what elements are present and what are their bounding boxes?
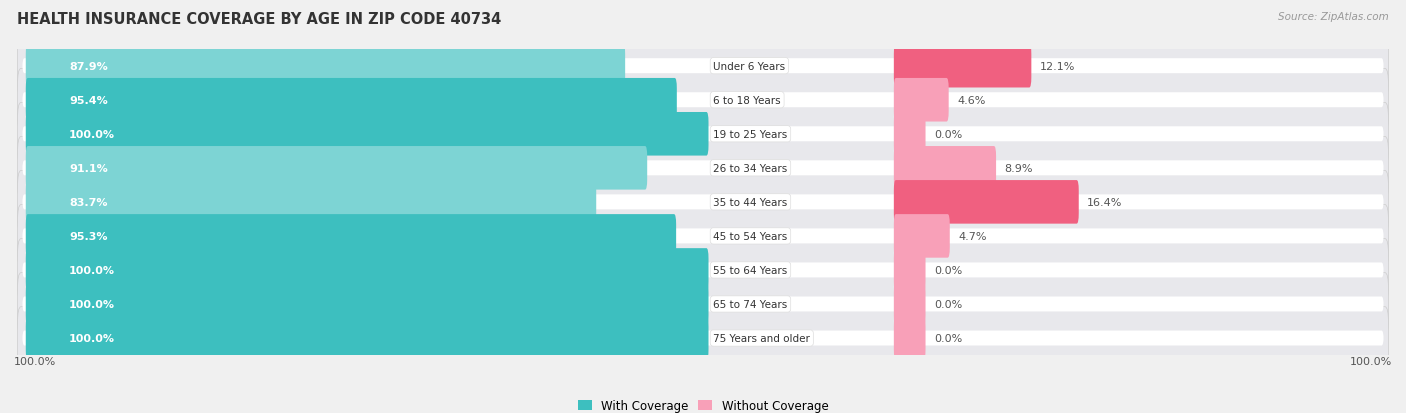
Text: 0.0%: 0.0%: [934, 299, 962, 309]
FancyBboxPatch shape: [894, 180, 1078, 224]
FancyBboxPatch shape: [25, 215, 676, 258]
FancyBboxPatch shape: [22, 331, 1384, 346]
FancyBboxPatch shape: [17, 171, 1389, 234]
FancyBboxPatch shape: [17, 205, 1389, 268]
Text: Under 6 Years: Under 6 Years: [713, 62, 786, 71]
FancyBboxPatch shape: [22, 195, 1384, 210]
Text: 0.0%: 0.0%: [934, 129, 962, 140]
Text: 0.0%: 0.0%: [934, 265, 962, 275]
FancyBboxPatch shape: [25, 45, 626, 88]
Text: 0.0%: 0.0%: [934, 333, 962, 343]
FancyBboxPatch shape: [894, 282, 925, 326]
FancyBboxPatch shape: [22, 59, 1384, 74]
Text: 45 to 54 Years: 45 to 54 Years: [713, 231, 787, 241]
Text: 100.0%: 100.0%: [69, 129, 115, 140]
Text: 100.0%: 100.0%: [69, 265, 115, 275]
Text: 19 to 25 Years: 19 to 25 Years: [713, 129, 787, 140]
Text: 95.4%: 95.4%: [69, 95, 108, 105]
Text: 65 to 74 Years: 65 to 74 Years: [713, 299, 787, 309]
FancyBboxPatch shape: [17, 103, 1389, 166]
FancyBboxPatch shape: [22, 263, 1384, 278]
FancyBboxPatch shape: [17, 35, 1389, 98]
Text: 91.1%: 91.1%: [69, 164, 108, 173]
FancyBboxPatch shape: [894, 215, 950, 258]
FancyBboxPatch shape: [22, 229, 1384, 244]
Text: 100.0%: 100.0%: [69, 333, 115, 343]
FancyBboxPatch shape: [894, 316, 925, 360]
FancyBboxPatch shape: [17, 137, 1389, 199]
FancyBboxPatch shape: [17, 307, 1389, 370]
FancyBboxPatch shape: [894, 45, 1032, 88]
Text: 16.4%: 16.4%: [1087, 197, 1122, 207]
Text: 87.9%: 87.9%: [69, 62, 108, 71]
FancyBboxPatch shape: [894, 113, 925, 156]
FancyBboxPatch shape: [894, 79, 949, 122]
Text: 95.3%: 95.3%: [69, 231, 108, 241]
FancyBboxPatch shape: [17, 69, 1389, 132]
FancyBboxPatch shape: [17, 239, 1389, 301]
Text: 75 Years and older: 75 Years and older: [713, 333, 810, 343]
Text: 26 to 34 Years: 26 to 34 Years: [713, 164, 787, 173]
Text: 83.7%: 83.7%: [69, 197, 108, 207]
FancyBboxPatch shape: [25, 113, 709, 156]
FancyBboxPatch shape: [894, 147, 995, 190]
FancyBboxPatch shape: [894, 249, 925, 292]
Text: 35 to 44 Years: 35 to 44 Years: [713, 197, 787, 207]
FancyBboxPatch shape: [22, 93, 1384, 108]
FancyBboxPatch shape: [22, 127, 1384, 142]
Text: 6 to 18 Years: 6 to 18 Years: [713, 95, 780, 105]
FancyBboxPatch shape: [25, 79, 676, 122]
FancyBboxPatch shape: [25, 316, 709, 360]
FancyBboxPatch shape: [25, 180, 596, 224]
FancyBboxPatch shape: [22, 297, 1384, 312]
Text: 55 to 64 Years: 55 to 64 Years: [713, 265, 787, 275]
Text: 12.1%: 12.1%: [1039, 62, 1076, 71]
FancyBboxPatch shape: [17, 273, 1389, 335]
Legend: With Coverage, Without Coverage: With Coverage, Without Coverage: [572, 394, 834, 413]
Text: 8.9%: 8.9%: [1004, 164, 1033, 173]
Text: 4.6%: 4.6%: [957, 95, 986, 105]
Text: 4.7%: 4.7%: [957, 231, 987, 241]
Text: 100.0%: 100.0%: [14, 356, 56, 366]
Text: HEALTH INSURANCE COVERAGE BY AGE IN ZIP CODE 40734: HEALTH INSURANCE COVERAGE BY AGE IN ZIP …: [17, 12, 501, 27]
Text: 100.0%: 100.0%: [1350, 356, 1392, 366]
FancyBboxPatch shape: [22, 161, 1384, 176]
Text: 100.0%: 100.0%: [69, 299, 115, 309]
FancyBboxPatch shape: [25, 282, 709, 326]
Text: Source: ZipAtlas.com: Source: ZipAtlas.com: [1278, 12, 1389, 22]
FancyBboxPatch shape: [25, 249, 709, 292]
FancyBboxPatch shape: [25, 147, 647, 190]
